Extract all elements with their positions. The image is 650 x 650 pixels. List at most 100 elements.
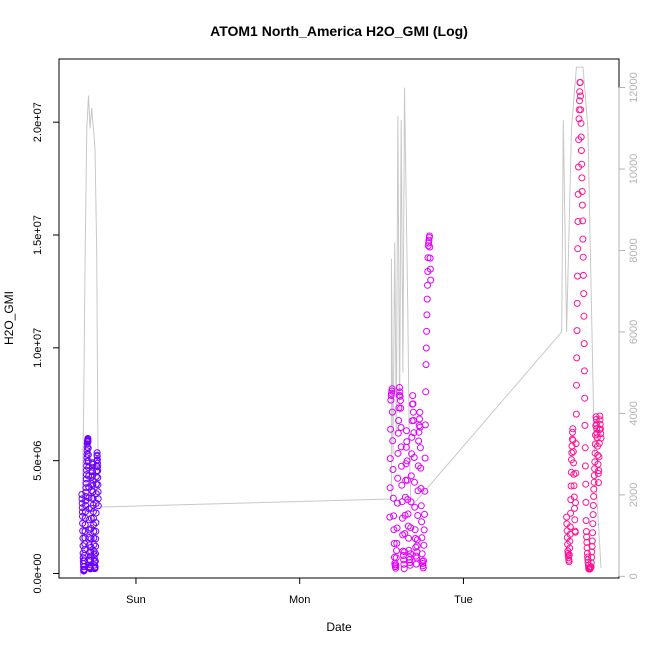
data-point: [400, 565, 408, 573]
data-point: [594, 470, 602, 477]
data-point: [566, 544, 574, 552]
data-point: [588, 537, 596, 545]
data-point: [405, 546, 413, 554]
data-point: [416, 408, 424, 416]
data-point: [420, 526, 428, 534]
data-point: [393, 547, 400, 555]
data-point: [411, 478, 418, 486]
data-point: [589, 511, 597, 519]
data-point: [407, 472, 415, 480]
data-point: [398, 481, 406, 489]
data-point: [394, 474, 402, 482]
data-point: [388, 408, 396, 416]
data-point: [92, 535, 100, 543]
data-point: [396, 384, 403, 391]
data-point: [90, 551, 98, 559]
data-point: [567, 482, 575, 490]
data-point: [591, 465, 599, 473]
altitude-line: [79, 66, 602, 577]
data-point: [574, 218, 582, 225]
data-point: [578, 174, 586, 182]
data-point: [419, 564, 427, 572]
data-point: [397, 424, 405, 431]
data-point: [78, 491, 86, 498]
data-point: [82, 484, 90, 492]
data-point: [573, 327, 581, 335]
data-point: [386, 513, 394, 521]
data-point: [92, 550, 99, 558]
data-point: [580, 367, 588, 375]
data-point: [565, 551, 573, 559]
data-point: [414, 512, 422, 519]
data-point: [386, 455, 394, 463]
data-point: [593, 420, 600, 428]
data-point: [79, 549, 87, 557]
data-point: [89, 481, 97, 489]
data-point: [390, 512, 398, 520]
data-point: [591, 440, 599, 448]
data-point: [589, 529, 597, 537]
data-point: [389, 437, 397, 445]
data-point: [420, 557, 428, 565]
x-axis: Sun Mon Tue: [126, 577, 473, 606]
x-tick-label: Sun: [126, 594, 146, 606]
data-point: [595, 467, 603, 475]
data-point: [396, 397, 404, 405]
data-point: [406, 559, 414, 567]
data-point: [403, 476, 411, 484]
data-point: [414, 462, 422, 470]
data-point: [392, 554, 400, 562]
data-point: [572, 440, 580, 448]
data-point: [415, 428, 423, 436]
data-point: [594, 451, 602, 459]
data-point: [426, 232, 433, 240]
data-point: [581, 394, 589, 402]
data-point: [581, 421, 589, 429]
y2-tick-label: 4000: [628, 401, 640, 425]
data-point: [78, 508, 86, 516]
data-point: [81, 527, 89, 535]
h2o-points-series: [78, 78, 605, 575]
data-point: [394, 429, 402, 437]
data-point: [423, 295, 431, 303]
data-point: [94, 488, 102, 496]
data-point: [421, 487, 429, 495]
data-point: [410, 454, 418, 461]
data-point: [415, 437, 423, 445]
data-point: [92, 542, 100, 550]
data-point: [422, 388, 430, 396]
data-point: [411, 526, 419, 534]
data-point: [392, 561, 400, 569]
data-point: [88, 463, 96, 471]
y-tick-label: 1.5e+07: [32, 215, 44, 255]
data-point: [412, 560, 420, 568]
data-point: [595, 479, 602, 487]
data-point: [595, 453, 603, 461]
data-point: [89, 468, 96, 475]
data-point: [566, 537, 574, 545]
data-point: [574, 245, 582, 253]
data-point: [387, 396, 395, 404]
data-point: [566, 523, 574, 531]
data-point: [572, 499, 579, 507]
x-tick-label: Mon: [289, 594, 310, 606]
data-point: [91, 557, 99, 565]
data-point: [568, 435, 576, 443]
data-point: [392, 564, 400, 572]
data-point: [421, 510, 428, 518]
data-point: [89, 495, 97, 503]
data-point: [397, 404, 405, 412]
data-point: [572, 410, 580, 418]
data-point: [416, 415, 423, 423]
data-point: [581, 462, 589, 470]
data-point: [393, 539, 401, 547]
data-point: [418, 518, 426, 526]
data-point: [87, 535, 95, 543]
data-point: [579, 253, 587, 261]
data-point: [579, 217, 587, 225]
data-point: [571, 528, 579, 536]
data-point: [427, 276, 435, 284]
data-point: [424, 281, 431, 289]
y2-tick-label: 6000: [628, 320, 640, 344]
data-point: [90, 521, 98, 529]
